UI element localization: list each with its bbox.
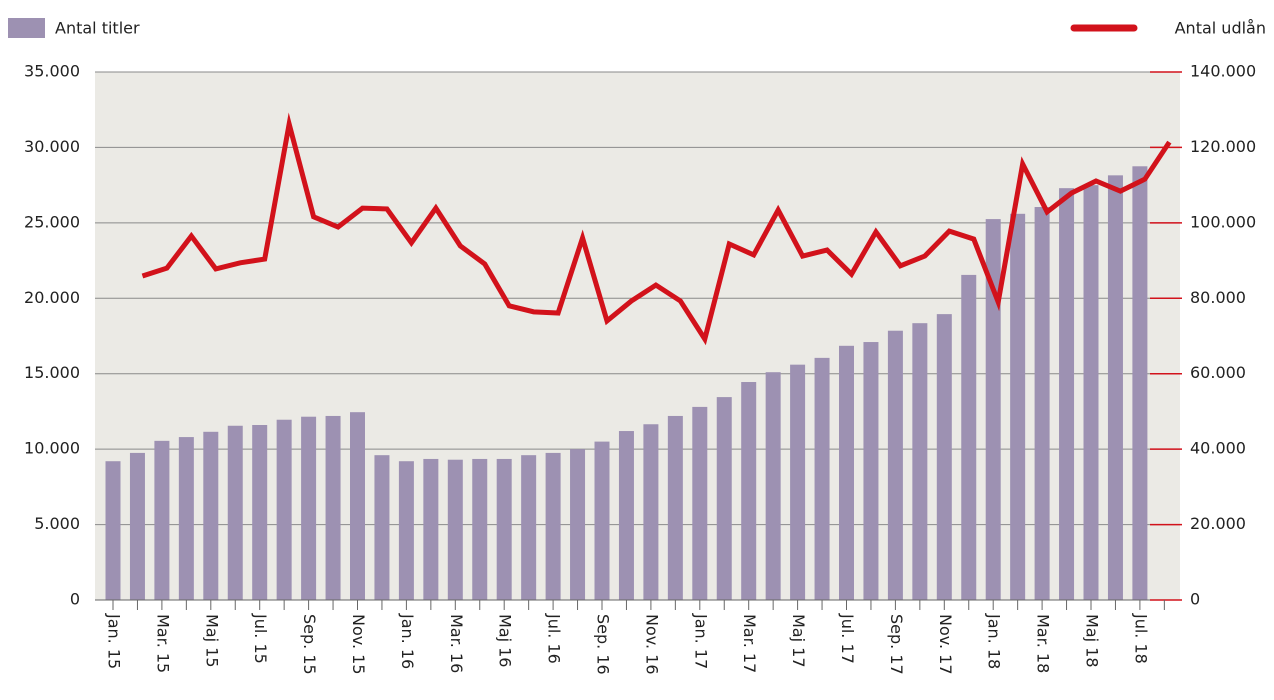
x-tick-label: Mar. 17: [740, 614, 759, 673]
bar: [1034, 207, 1050, 600]
y2-tick-label: 0: [1190, 590, 1200, 609]
y-tick-label: 15.000: [24, 363, 80, 382]
bar: [692, 406, 708, 600]
bar: [276, 419, 292, 600]
x-tick-label: Jan. 18: [985, 613, 1004, 669]
x-tick-label: Jan. 15: [105, 613, 124, 669]
bar: [570, 449, 586, 600]
bar: [1132, 166, 1148, 601]
y2-tick-label: 40.000: [1190, 439, 1246, 458]
legend-label: Antal udlån: [1175, 19, 1266, 38]
bar: [912, 323, 928, 600]
y-tick-label: 30.000: [24, 137, 80, 156]
bar: [1107, 175, 1123, 600]
bar: [985, 219, 1001, 601]
x-tick-label: Maj 16: [496, 614, 515, 668]
bar: [178, 437, 194, 600]
bar: [472, 458, 488, 600]
x-tick-label: Jul. 17: [838, 613, 857, 664]
x-tick-label: Jul. 15: [251, 613, 270, 664]
bar: [203, 431, 219, 600]
x-tick-label: Jul. 18: [1131, 613, 1150, 664]
legend-label: Antal titler: [55, 19, 140, 38]
bar: [618, 431, 634, 600]
line: [141, 112, 1172, 346]
x-tick-label: Nov. 17: [936, 614, 955, 675]
bar: [545, 452, 561, 600]
bar: [814, 357, 830, 600]
bar: [765, 372, 781, 600]
x-tick-label: Mar. 15: [153, 614, 172, 673]
bar: [423, 458, 439, 600]
bar: [325, 415, 341, 600]
bar: [447, 459, 463, 600]
bar: [716, 397, 732, 600]
bar: [1059, 188, 1075, 600]
y2-tick-label: 60.000: [1190, 363, 1246, 382]
x-tick-label: Mar. 18: [1034, 614, 1053, 673]
y2-tick-label: 20.000: [1190, 514, 1246, 533]
bar: [1010, 213, 1026, 600]
y2-tick-label: 120.000: [1190, 137, 1256, 156]
bar: [667, 415, 683, 600]
y2-tick-label: 80.000: [1190, 288, 1246, 307]
x-tick-label: Sep. 17: [887, 614, 906, 675]
bar: [594, 441, 610, 600]
legend-swatch: [8, 18, 45, 38]
bar: [887, 330, 903, 600]
y2-tick-label: 140.000: [1190, 62, 1256, 81]
x-tick-label: Jan. 17: [691, 613, 710, 669]
x-tick-label: Nov. 16: [642, 614, 661, 675]
bar: [839, 345, 854, 600]
x-tick-label: Jul. 16: [545, 613, 564, 664]
x-tick-label: Nov. 15: [349, 614, 368, 675]
bar: [252, 425, 268, 600]
bar: [790, 364, 806, 600]
bar: [643, 424, 659, 600]
bar: [227, 425, 243, 600]
bar: [350, 412, 365, 600]
bar: [863, 342, 879, 600]
bar: [521, 455, 537, 600]
y-tick-label: 10.000: [24, 439, 80, 458]
bar: [398, 461, 414, 600]
x-tick-label: Maj 18: [1083, 614, 1102, 668]
y2-tick-label: 100.000: [1190, 212, 1256, 231]
bar: [105, 461, 121, 600]
y-tick-label: 0: [70, 590, 80, 609]
y-tick-label: 20.000: [24, 288, 80, 307]
bar: [936, 314, 952, 600]
x-tick-label: Jan. 16: [398, 613, 417, 669]
x-tick-label: Maj 15: [202, 614, 221, 668]
x-tick-label: Maj 17: [789, 614, 808, 668]
bar: [374, 455, 390, 600]
bar: [496, 458, 512, 600]
bar: [961, 274, 977, 600]
bar: [1083, 185, 1099, 600]
bar: [301, 416, 317, 600]
y-tick-label: 5.000: [34, 514, 80, 533]
x-tick-label: Sep. 16: [594, 614, 613, 675]
y-tick-label: 35.000: [24, 62, 80, 81]
bar: [129, 452, 145, 600]
y-tick-label: 25.000: [24, 212, 80, 231]
x-tick-label: Sep. 15: [300, 614, 319, 675]
bar: [154, 440, 170, 600]
bar: [741, 382, 757, 600]
x-tick-label: Mar. 16: [447, 614, 466, 673]
